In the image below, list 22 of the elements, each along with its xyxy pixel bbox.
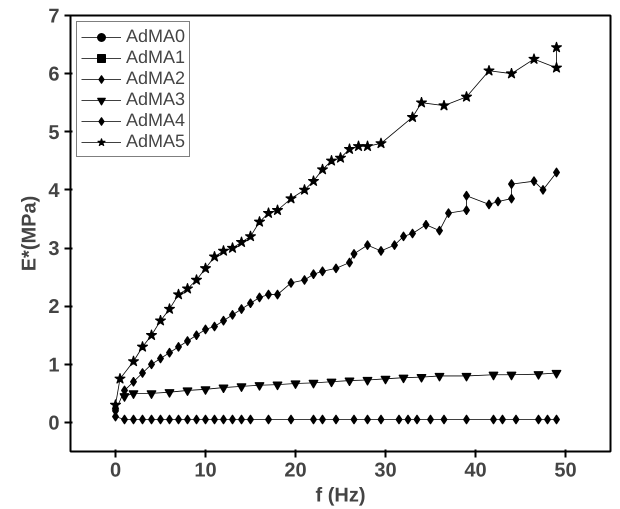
legend-label: AdMA3 <box>126 89 186 110</box>
y-tick-label: 5 <box>48 122 60 144</box>
x-tick-label: 20 <box>284 460 307 482</box>
y-tick-label: 2 <box>48 296 60 318</box>
y-tick-label: 4 <box>48 180 60 202</box>
legend-label: AdMA5 <box>126 131 186 152</box>
y-tick-label: 1 <box>48 354 60 376</box>
x-tick-label: 50 <box>554 460 577 482</box>
x-tick-label: 0 <box>110 460 122 482</box>
y-tick-label: 6 <box>48 64 60 86</box>
x-tick-label: 30 <box>374 460 397 482</box>
y-tick-label: 7 <box>48 6 60 28</box>
legend-label: AdMA0 <box>126 26 186 47</box>
x-tick-label: 10 <box>194 460 217 482</box>
x-tick-label: 40 <box>464 460 487 482</box>
x-axis-title: f (Hz) <box>316 484 366 506</box>
legend-label: AdMA2 <box>126 68 186 89</box>
y-tick-label: 3 <box>48 238 60 260</box>
y-tick-label: 0 <box>48 412 60 434</box>
y-axis-title: E*(MPa) <box>18 196 40 272</box>
legend-label: AdMA1 <box>126 47 186 68</box>
legend-label: AdMA4 <box>126 110 186 131</box>
